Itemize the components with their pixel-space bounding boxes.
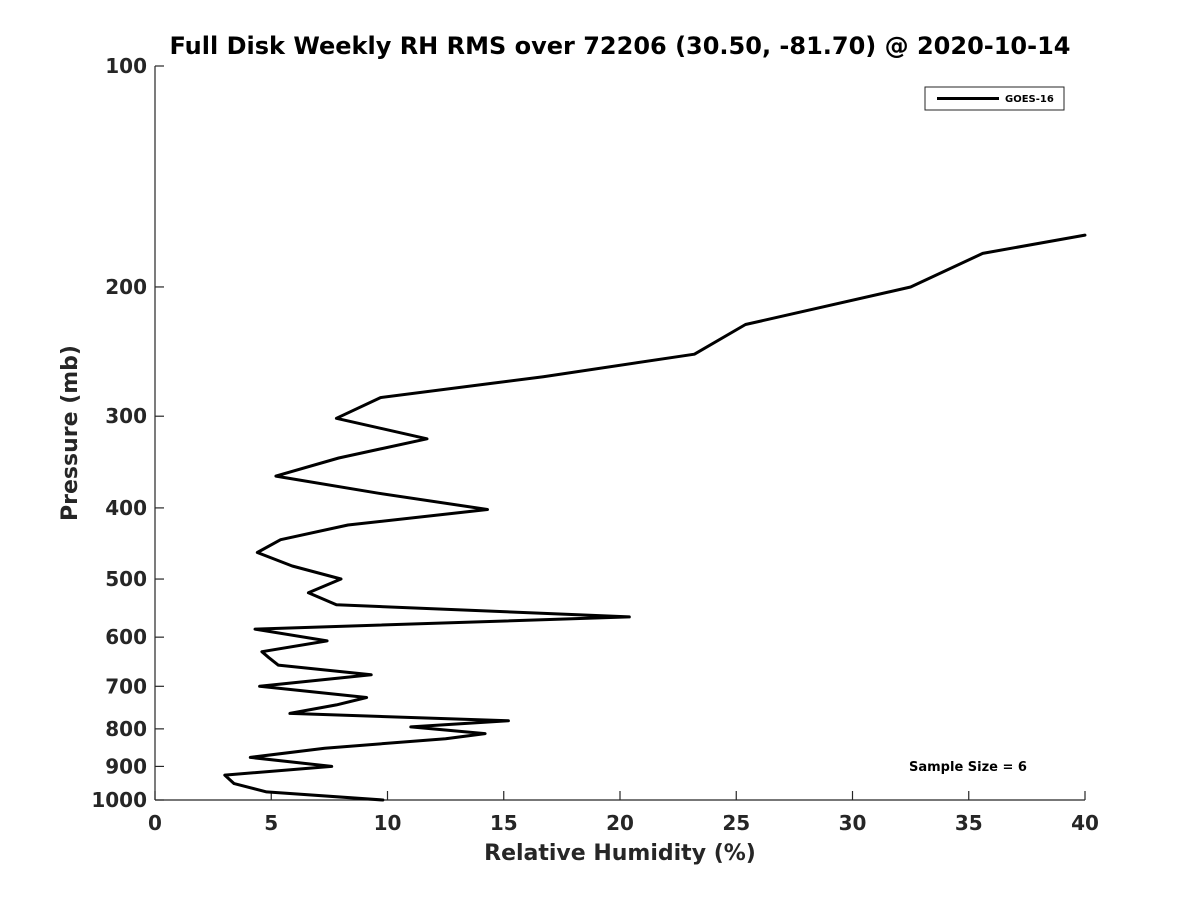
y-tick-label: 1000 <box>91 788 147 812</box>
y-tick-label: 800 <box>105 717 147 741</box>
x-tick-label: 20 <box>606 811 634 835</box>
x-tick-label: 25 <box>722 811 750 835</box>
sample-size-annotation: Sample Size = 6 <box>909 760 1027 775</box>
plot-background <box>155 66 1085 800</box>
y-tick-label: 900 <box>105 754 147 778</box>
y-tick-label: 500 <box>105 567 147 591</box>
x-tick-label: 15 <box>490 811 518 835</box>
x-axis-ticks: 0 5 10 15 20 25 30 35 40 <box>148 791 1099 835</box>
legend: GOES-16 <box>924 86 1065 111</box>
y-axis-ticks: 100 200 300 400 500 600 700 800 900 1000 <box>91 54 164 812</box>
series-line-goes-16 <box>223 233 1087 802</box>
plot-area <box>154 66 1085 801</box>
x-tick-label: 40 <box>1071 811 1099 835</box>
y-tick-label: 300 <box>105 404 147 428</box>
x-tick-label: 35 <box>955 811 983 835</box>
y-tick-label: 100 <box>105 54 147 78</box>
y-tick-label: 400 <box>105 496 147 520</box>
y-axis-label: Pressure (mb) <box>58 345 83 521</box>
x-axis-label: Relative Humidity (%) <box>484 841 756 866</box>
y-tick-label: 700 <box>105 674 147 698</box>
x-tick-label: 5 <box>264 811 278 835</box>
x-tick-label: 10 <box>374 811 402 835</box>
y-tick-label: 200 <box>105 275 147 299</box>
y-tick-label: 600 <box>105 625 147 649</box>
series-layer <box>223 233 1087 802</box>
x-tick-label: 0 <box>148 811 162 835</box>
x-tick-label: 30 <box>839 811 867 835</box>
legend-label: GOES-16 <box>1005 94 1054 105</box>
chart-title: Full Disk Weekly RH RMS over 72206 (30.5… <box>169 32 1070 60</box>
